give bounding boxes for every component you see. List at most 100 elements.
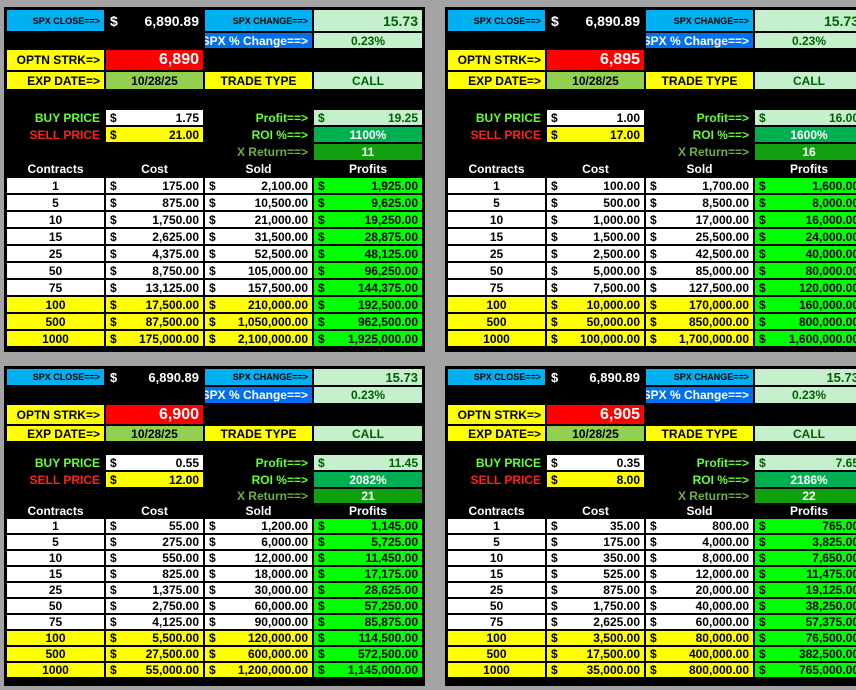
profit-cell[interactable]: $80,000.00 [755,263,856,278]
empty[interactable] [7,489,104,503]
exp-date-label[interactable]: EXP DATE=> [448,72,545,89]
profit-cell[interactable]: $24,000.00 [755,229,856,244]
profit-cell[interactable]: $382,500.00 [755,647,856,661]
contracts-cell[interactable]: 500 [448,647,545,661]
profit-label[interactable]: Profit==> [696,110,749,125]
buy-price-label[interactable]: BUY PRICE [34,455,100,470]
profit-cell[interactable]: $19,250.00 [314,212,422,227]
strike-label[interactable]: OPTN STRK=> [448,405,545,424]
trade-type-value[interactable]: CALL [755,426,856,441]
x-return-value[interactable]: 22 [755,489,856,503]
empty[interactable] [646,443,753,453]
cost-cell[interactable]: $2,500.00 [547,246,644,261]
buy-price-input[interactable]: $1.75 [106,110,203,125]
sell-price-label[interactable]: SELL PRICE [29,472,100,487]
contracts-cell[interactable]: 100 [7,297,104,312]
empty[interactable] [205,50,312,70]
column-header[interactable]: Profits [348,162,387,176]
cost-cell[interactable]: $8,750.00 [106,263,203,278]
empty[interactable] [755,443,856,453]
spx-pct-label[interactable]: SPX % Change==> [646,387,753,403]
sold-cell[interactable]: $8,500.00 [646,195,753,210]
sell-price-label[interactable]: SELL PRICE [29,127,100,142]
contracts-cell[interactable]: 75 [7,280,104,295]
sold-cell[interactable]: $60,000.00 [205,599,312,613]
cost-cell[interactable]: $350.00 [547,551,644,565]
exp-date-label[interactable]: EXP DATE=> [7,426,104,441]
column-header[interactable]: Cost [141,505,168,517]
empty[interactable] [205,443,312,453]
cost-cell[interactable]: $1,375.00 [106,583,203,597]
cost-cell[interactable]: $4,125.00 [106,615,203,629]
contracts-cell[interactable]: 1000 [7,663,104,677]
profit-cell[interactable]: $19,125.00 [755,583,856,597]
spx-change-value[interactable]: 15.73 [314,10,422,31]
contracts-cell[interactable]: 5 [7,535,104,549]
profit-cell[interactable]: $1,145,000.00 [314,663,422,677]
cost-cell[interactable]: $825.00 [106,567,203,581]
exp-date-value[interactable]: 10/28/25 [106,426,203,441]
contracts-cell[interactable]: 500 [7,314,104,329]
cost-cell[interactable]: $87,500.00 [106,314,203,329]
cost-cell[interactable]: $2,625.00 [547,615,644,629]
cost-cell[interactable]: $5,500.00 [106,631,203,645]
contracts-cell[interactable]: 100 [448,631,545,645]
sold-cell[interactable]: $40,000.00 [646,599,753,613]
buy-price-input[interactable]: $0.35 [547,455,644,470]
trade-type-value[interactable]: CALL [314,426,422,441]
strike-value[interactable]: 6,905 [547,405,644,424]
column-header[interactable]: Contracts [468,505,525,517]
sold-cell[interactable]: $210,000.00 [205,297,312,312]
empty[interactable] [547,489,644,503]
cost-cell[interactable]: $175.00 [547,535,644,549]
cost-cell[interactable]: $175,000.00 [106,331,203,346]
sold-cell[interactable]: $1,700.00 [646,178,753,193]
empty[interactable] [7,144,104,160]
contracts-cell[interactable]: 1000 [7,331,104,346]
cost-cell[interactable]: $17,500.00 [106,297,203,312]
empty[interactable] [205,91,312,108]
column-header[interactable]: Profits [789,505,828,517]
sold-cell[interactable]: $20,000.00 [646,583,753,597]
cost-cell[interactable]: $275.00 [106,535,203,549]
sold-cell[interactable]: $6,000.00 [205,535,312,549]
spx-close-value[interactable]: $6,890.89 [547,369,644,385]
sold-cell[interactable]: $2,100.00 [205,178,312,193]
sold-cell[interactable]: $18,000.00 [205,567,312,581]
empty[interactable] [106,144,203,160]
spx-change-value[interactable]: 15.73 [755,369,856,385]
cost-cell[interactable]: $17,500.00 [547,647,644,661]
sold-cell[interactable]: $4,000.00 [646,535,753,549]
empty[interactable] [106,33,203,48]
profit-cell[interactable]: $1,925,000.00 [314,331,422,346]
sold-cell[interactable]: $31,500.00 [205,229,312,244]
profit-cell[interactable]: $11,450.00 [314,551,422,565]
profit-cell[interactable]: $96,250.00 [314,263,422,278]
contracts-cell[interactable]: 1000 [448,663,545,677]
sold-cell[interactable]: $1,700,000.00 [646,331,753,346]
profit-cell[interactable]: $144,375.00 [314,280,422,295]
cost-cell[interactable]: $525.00 [547,567,644,581]
contracts-cell[interactable]: 75 [448,615,545,629]
sold-cell[interactable]: $120,000.00 [205,631,312,645]
sell-price-label[interactable]: SELL PRICE [470,127,541,142]
sold-cell[interactable]: $60,000.00 [646,615,753,629]
roi-value[interactable]: 2082% [314,472,422,487]
empty[interactable] [448,387,545,403]
column-header[interactable]: Profits [348,505,387,517]
sold-cell[interactable]: $170,000.00 [646,297,753,312]
cost-cell[interactable]: $13,125.00 [106,280,203,295]
trade-type-value[interactable]: CALL [755,72,856,89]
contracts-cell[interactable]: 100 [7,631,104,645]
profit-label[interactable]: Profit==> [255,455,308,470]
profit-cell[interactable]: $40,000.00 [755,246,856,261]
contracts-cell[interactable]: 1 [448,519,545,533]
spx-close-label[interactable]: SPX CLOSE==> [7,369,104,385]
spx-close-label[interactable]: SPX CLOSE==> [7,10,104,31]
sold-cell[interactable]: $105,000.00 [205,263,312,278]
empty[interactable] [106,443,203,453]
spx-change-label[interactable]: SPX CHANGE==> [205,369,312,385]
spx-pct-label[interactable]: SPX % Change==> [205,387,312,403]
sell-price-label[interactable]: SELL PRICE [470,472,541,487]
spx-close-value[interactable]: $6,890.89 [547,10,644,31]
